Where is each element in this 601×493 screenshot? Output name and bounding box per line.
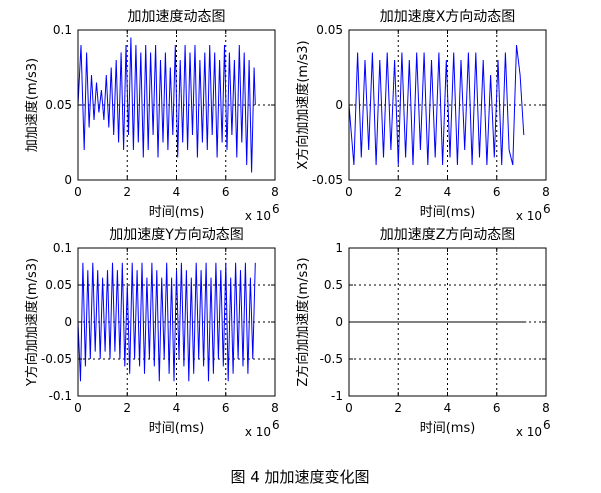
y-tick-label: -0.05 [41,352,72,366]
chart-title: 加加速度X方向动态图 [380,9,516,25]
x-tick-label: 2 [394,401,402,415]
x-tick-label: 2 [123,401,131,415]
x-tick-label: 6 [493,185,501,199]
x-tick-label: 6 [222,401,230,415]
x-exponent-label: x 10 [516,209,542,223]
series-line [77,262,256,382]
x-axis-label: 时间(ms) [420,421,476,436]
y-tick-label: -0.1 [49,389,72,403]
y-tick-label: -0.5 [320,352,343,366]
x-tick-label: 4 [173,185,181,199]
x-tick-label: 4 [444,401,452,415]
y-tick-label: 0.5 [324,278,343,292]
x-tick-label: 0 [345,401,353,415]
y-axis-label: Y方向加加速度(m/s3) [24,258,40,387]
chart-title: 加加速度Z方向动态图 [380,227,516,243]
figure-caption: 图 4 加加速度变化图 [230,468,369,486]
y-tick-label: 0 [64,315,72,329]
y-tick-label: 1 [335,241,343,255]
x-tick-label: 4 [444,185,452,199]
x-tick-label: 8 [271,401,279,415]
x-axis-label: 时间(ms) [149,421,205,436]
y-tick-label: 0.1 [53,23,72,37]
x-tick-label: 2 [394,185,402,199]
series-line [77,37,256,173]
x-exponent-power: 6 [272,418,280,432]
y-axis-label: Z方向加加速度(m/s3) [295,257,311,386]
y-axis-label: X方向加加速度(m/s3) [295,40,311,169]
y-tick-label: 0.1 [53,241,72,255]
x-exponent-label: x 10 [516,425,542,439]
y-tick-label: 0.05 [45,278,72,292]
x-axis-label: 时间(ms) [420,205,476,220]
x-tick-label: 8 [271,185,279,199]
x-tick-label: 0 [74,185,82,199]
x-tick-label: 0 [345,185,353,199]
x-exponent-power: 6 [543,202,551,216]
chart-title: 加加速度动态图 [128,9,226,25]
x-tick-label: 8 [542,401,550,415]
x-tick-label: 6 [222,185,230,199]
y-tick-label: 0.05 [316,23,343,37]
y-axis-label: 加加速度(m/s3) [24,58,40,152]
y-tick-label: -0.05 [312,173,343,187]
x-exponent-label: x 10 [245,209,271,223]
y-tick-label: 0.05 [45,98,72,112]
y-tick-label: 0 [335,98,343,112]
y-tick-label: 0 [64,173,72,187]
x-tick-label: 8 [542,185,550,199]
x-tick-label: 4 [173,401,181,415]
x-tick-label: 6 [493,401,501,415]
y-tick-label: 0 [335,315,343,329]
chart-title: 加加速度Y方向动态图 [109,227,244,243]
x-exponent-power: 6 [272,202,280,216]
x-exponent-label: x 10 [245,425,271,439]
series-line [348,44,525,166]
x-exponent-power: 6 [543,418,551,432]
x-tick-label: 2 [123,185,131,199]
x-tick-label: 0 [74,401,82,415]
y-tick-label: -1 [331,389,343,403]
x-axis-label: 时间(ms) [149,205,205,220]
